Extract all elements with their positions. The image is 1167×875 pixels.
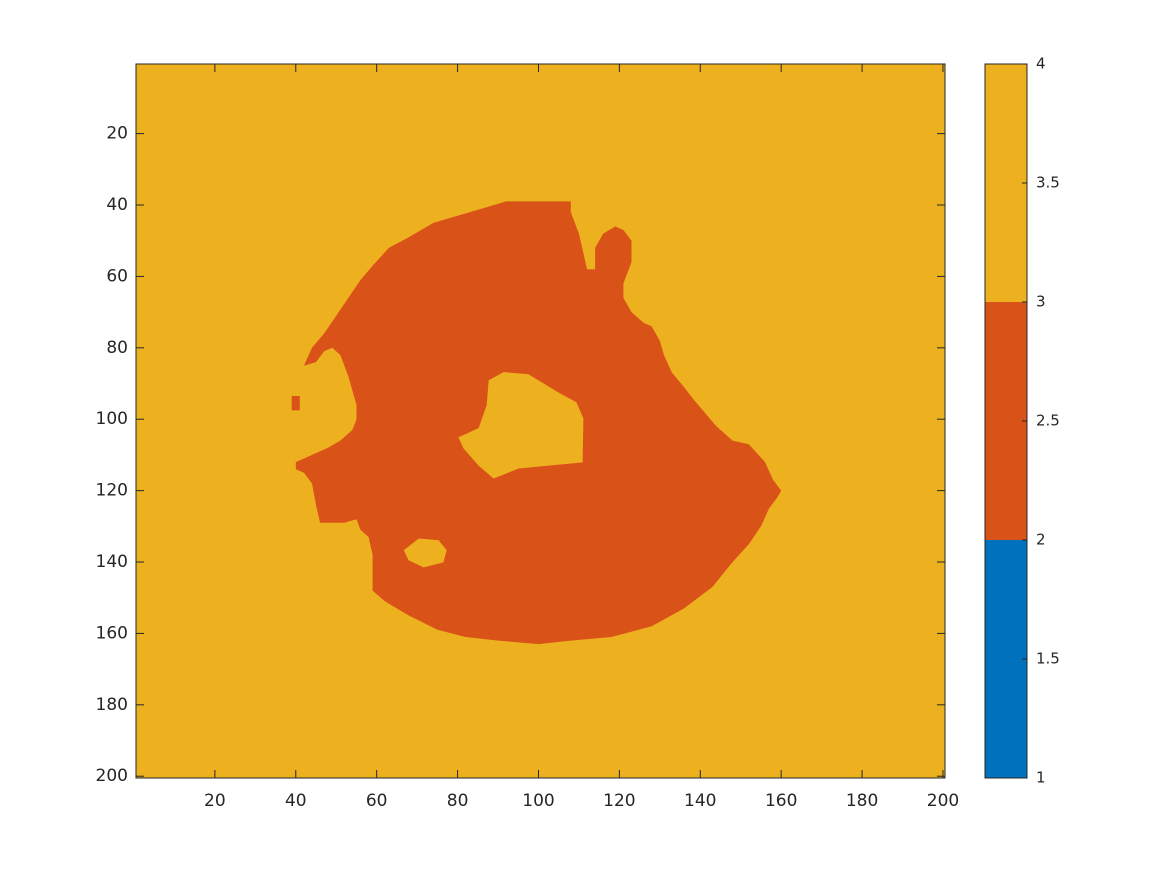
colorbar-tick-label: 4 bbox=[1036, 55, 1046, 73]
y-tick-label: 140 bbox=[96, 552, 128, 572]
x-tick-label: 60 bbox=[366, 791, 388, 811]
region bbox=[291, 396, 300, 411]
x-tick-label: 160 bbox=[765, 791, 797, 811]
y-tick-label: 20 bbox=[106, 124, 128, 144]
colorbar-segment bbox=[985, 540, 1027, 778]
y-tick-label: 40 bbox=[106, 195, 128, 215]
colorbar-tick-label: 2.5 bbox=[1036, 412, 1060, 430]
colorbar-tick-label: 1 bbox=[1036, 769, 1046, 787]
x-tick-label: 40 bbox=[285, 791, 307, 811]
colorbar-tick-label: 2 bbox=[1036, 531, 1046, 549]
colorbar-tick-label: 3.5 bbox=[1036, 174, 1060, 192]
x-tick-label: 140 bbox=[684, 791, 716, 811]
y-tick-label: 180 bbox=[96, 695, 128, 715]
x-tick-label: 180 bbox=[846, 791, 878, 811]
x-tick-label: 200 bbox=[927, 791, 959, 811]
y-tick-label: 100 bbox=[96, 409, 128, 429]
region bbox=[403, 538, 447, 568]
y-tick-label: 60 bbox=[106, 266, 128, 286]
y-tick-label: 120 bbox=[96, 481, 128, 501]
y-tick-label: 80 bbox=[106, 338, 128, 358]
x-tick-label: 100 bbox=[522, 791, 554, 811]
x-tick-label: 120 bbox=[603, 791, 635, 811]
colorbar-tick-label: 3 bbox=[1036, 293, 1046, 311]
y-tick-label: 200 bbox=[96, 766, 128, 786]
x-tick-label: 80 bbox=[447, 791, 469, 811]
colorbar-tick-label: 1.5 bbox=[1036, 650, 1060, 668]
x-tick-label: 20 bbox=[204, 791, 226, 811]
region bbox=[458, 372, 584, 479]
colorbar-segment bbox=[985, 302, 1027, 540]
y-tick-label: 160 bbox=[96, 623, 128, 643]
colorbar-segment bbox=[985, 64, 1027, 302]
axes-box bbox=[135, 63, 946, 779]
